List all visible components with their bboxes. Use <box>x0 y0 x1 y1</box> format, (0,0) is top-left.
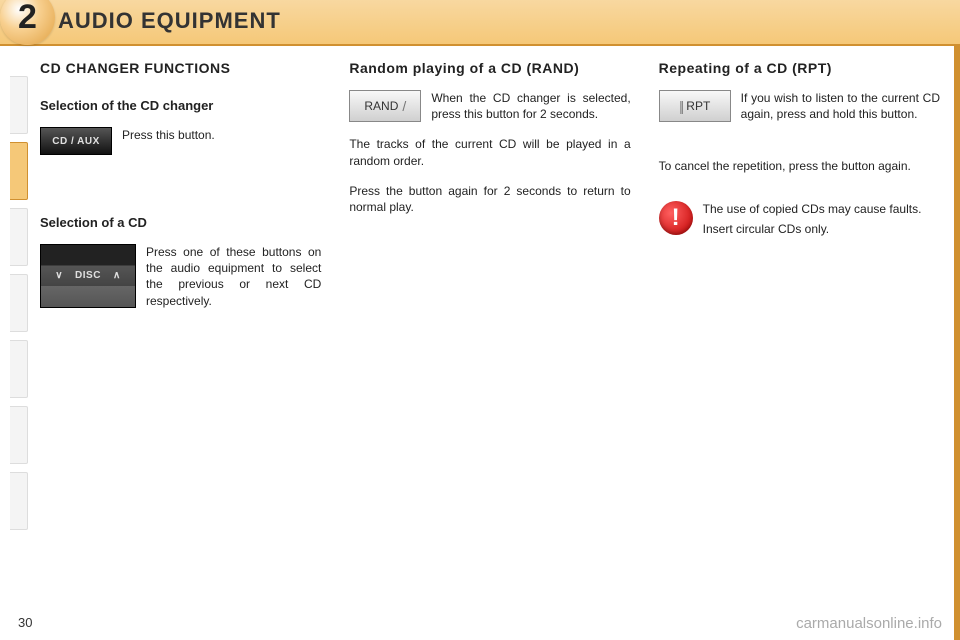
warning-box: ! The use of copied CDs may cause faults… <box>659 201 940 241</box>
warn-line-1: The use of copied CDs may cause faults. <box>703 201 922 217</box>
disc-label-row: ∨ DISC ∧ <box>41 266 135 286</box>
subhead-selection-cd: Selection of a CD <box>40 215 321 230</box>
chevron-right-icon: ∧ <box>113 270 121 281</box>
watermark: carmanualsonline.info <box>796 615 942 632</box>
button-label: RAND <box>364 99 398 113</box>
headline-repeat: Repeating of a CD (RPT) <box>659 60 940 76</box>
text-rand-2: The tracks of the current CD will be pla… <box>349 136 630 168</box>
column-3: Repeating of a CD (RPT) || RPT If you wi… <box>659 60 940 610</box>
warn-line-2: Insert circular CDs only. <box>703 221 922 237</box>
left-tab-rail <box>0 46 28 640</box>
header-bar: AUDIO EQUIPMENT <box>0 0 960 46</box>
text-rpt-1: If you wish to listen to the current CD … <box>741 90 940 122</box>
button-label: DISC <box>75 270 101 281</box>
headline-cd-changer-functions: CD CHANGER FUNCTIONS <box>40 60 321 76</box>
spacer <box>659 136 940 144</box>
text-rpt-2: To cancel the repetition, press the butt… <box>659 158 940 174</box>
chapter-number: 2 <box>18 0 37 37</box>
side-tab[interactable] <box>10 76 28 134</box>
side-tab[interactable] <box>10 406 28 464</box>
content-grid: CD CHANGER FUNCTIONS Selection of the CD… <box>40 60 940 610</box>
text-rand-3: Press the button again for 2 seconds to … <box>349 183 630 215</box>
side-tab[interactable] <box>10 208 28 266</box>
subhead-selection-changer: Selection of the CD changer <box>40 98 321 113</box>
chapter-title: AUDIO EQUIPMENT <box>58 8 281 34</box>
side-tab[interactable] <box>10 274 28 332</box>
button-image-cd-aux: CD / AUX <box>40 127 112 155</box>
bars-icon: || <box>679 98 682 114</box>
page-number: 30 <box>18 615 32 630</box>
button-image-rpt: || RPT <box>659 90 731 122</box>
headline-random: Random playing of a CD (RAND) <box>349 60 630 76</box>
warning-icon: ! <box>659 201 693 235</box>
text-rand-1: When the CD changer is selected, press t… <box>431 90 630 122</box>
row-cdaux: CD / AUX Press this button. <box>40 127 321 155</box>
side-tab[interactable] <box>10 340 28 398</box>
row-rpt: || RPT If you wish to listen to the curr… <box>659 90 940 122</box>
row-rand: RAND / When the CD changer is selected, … <box>349 90 630 122</box>
button-label: CD / AUX <box>52 136 100 147</box>
button-label: RPT <box>686 99 710 113</box>
column-1: CD CHANGER FUNCTIONS Selection of the CD… <box>40 60 321 610</box>
side-tab[interactable] <box>10 472 28 530</box>
slash-icon: / <box>402 98 406 114</box>
side-tab-active[interactable] <box>10 142 28 200</box>
text-disc-buttons: Press one of these buttons on the audio … <box>146 244 321 309</box>
button-image-disc: ∨ DISC ∧ <box>40 244 136 308</box>
text-press-button: Press this button. <box>122 127 321 143</box>
manual-page: AUDIO EQUIPMENT 2 CD CHANGER FUNCTIONS S… <box>0 0 960 640</box>
column-2: Random playing of a CD (RAND) RAND / Whe… <box>349 60 630 610</box>
spacer <box>40 169 321 193</box>
row-disc: ∨ DISC ∧ Press one of these buttons on t… <box>40 244 321 309</box>
chevron-left-icon: ∨ <box>55 270 63 281</box>
warning-text: The use of copied CDs may cause faults. … <box>703 201 922 241</box>
right-edge-strip <box>954 46 960 640</box>
button-image-rand: RAND / <box>349 90 421 122</box>
